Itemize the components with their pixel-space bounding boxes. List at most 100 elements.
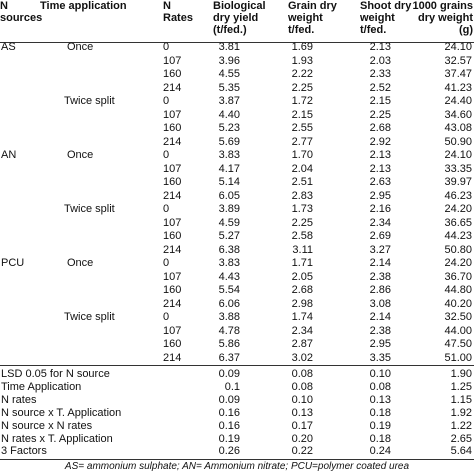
n-rate: 0 [163,149,170,161]
cell-value: 44.00 [444,324,472,337]
cell-value: 6.05 [218,189,240,202]
cell-value: 2.58 [291,230,313,242]
lsd-label: Time Application [1,380,82,393]
lsd-label: N rates [1,393,37,406]
cell-value: 2.15 [291,108,313,121]
n-rate: 0 [163,95,170,107]
cell-value: 4.78 [218,324,240,337]
cell-value: 32.50 [444,311,472,323]
cell-value: 2.86 [369,284,391,296]
n-rate: 214 [163,243,182,256]
cell-value: 0.20 [291,432,313,445]
lsd-label: 3 Factors [1,445,47,458]
time-application: Once [67,257,94,269]
cell-value: 5.64 [450,445,472,458]
cell-value: 0.1 [224,380,240,393]
column-header: Grain dry weight t/fed. [288,0,337,36]
cell-value: 5.23 [218,122,240,134]
cell-value: 3.08 [369,297,391,310]
cell-value: 24.20 [444,257,472,269]
cell-value: 2.16 [369,203,391,215]
cell-value: 6.38 [218,243,240,256]
cell-value: 46.23 [444,189,472,202]
cell-value: 0.22 [291,445,313,458]
cell-value: 3.83 [218,149,240,161]
source-name: AS [1,41,16,53]
cell-value: 0.08 [291,368,313,380]
lsd-label: N source x T. Application [1,406,122,419]
header-rule [0,42,474,43]
cell-value: 0.24 [369,445,391,458]
cell-value: 41.23 [444,81,472,94]
cell-value: 1.93 [291,54,313,67]
n-rate: 0 [163,257,170,269]
cell-value: 3.89 [218,203,240,215]
cell-value: 2.14 [369,311,391,323]
cell-value: 2.38 [369,324,391,337]
cell-value: 2.13 [369,41,391,53]
cell-value: 0.08 [291,380,313,393]
cell-value: 2.52 [369,81,391,94]
n-rate: 0 [163,41,170,53]
cell-value: 1.22 [450,419,472,432]
cell-value: 24.10 [444,149,472,161]
cell-value: 4.40 [218,108,240,121]
cell-value: 2.25 [291,81,313,94]
n-rate: 214 [163,81,182,94]
cell-value: 1.74 [291,311,313,323]
column-header: Shoot dry weight t/fed. [360,0,412,36]
cell-value: 5.69 [218,135,240,148]
cell-value: 50.80 [444,243,472,256]
cell-value: 2.38 [369,270,391,283]
cell-value: 1.73 [291,203,313,215]
cell-value: 2.65 [450,432,472,445]
cell-value: 2.03 [369,54,391,67]
cell-value: 4.43 [218,270,240,283]
cell-value: 2.13 [369,162,391,175]
source-name: PCU [1,257,25,269]
time-application: Once [67,41,94,53]
cell-value: 36.65 [444,216,472,229]
cell-value: 2.14 [369,257,391,269]
footnote: AS= ammonium sulphate; AN= Ammonium nitr… [64,461,410,472]
cell-value: 3.35 [369,351,391,364]
cell-value: 1.90 [450,368,472,380]
n-rate: 160 [163,338,182,350]
cell-value: 0.18 [369,432,391,445]
cell-value: 24.20 [444,203,472,215]
cell-value: 1.25 [450,380,472,393]
cell-value: 43.08 [444,122,472,134]
source-name: AN [1,149,17,161]
column-header: N Rates [163,0,193,24]
cell-value: 2.51 [291,176,313,188]
cell-value: 2.68 [291,284,313,296]
n-rate: 214 [163,351,182,364]
cell-value: 44.80 [444,284,472,296]
cell-value: 3.27 [369,243,391,256]
cell-value: 2.22 [291,68,313,80]
cell-value: 0.08 [369,380,391,393]
cell-value: 0.09 [218,368,240,380]
cell-value: 2.83 [291,189,313,202]
cell-value: 6.06 [218,297,240,310]
cell-value: 3.88 [218,311,240,323]
cell-value: 0.19 [218,432,240,445]
cell-value: 5.54 [218,284,240,296]
n-rate: 214 [163,135,182,148]
cell-value: 33.35 [444,162,472,175]
cell-value: 1.70 [291,149,313,161]
n-rate: 160 [163,284,182,296]
cell-value: 0.13 [369,393,391,406]
cell-value: 2.95 [369,338,391,350]
cell-value: 50.90 [444,135,472,148]
cell-value: 2.68 [369,122,391,134]
n-rate: 107 [163,54,182,67]
time-application: Twice split [64,95,115,107]
cell-value: 5.35 [218,81,240,94]
cell-value: 0.17 [291,419,313,432]
cell-value: 4.17 [218,162,240,175]
cell-value: 0.19 [369,419,391,432]
cell-value: 24.10 [444,41,472,53]
cell-value: 3.11 [292,243,313,256]
n-rate: 107 [163,162,182,175]
